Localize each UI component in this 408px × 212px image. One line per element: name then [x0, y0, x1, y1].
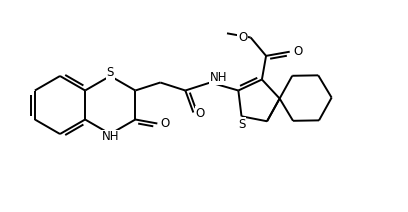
Text: NH: NH: [102, 131, 119, 144]
Text: O: O: [196, 107, 205, 120]
Text: S: S: [238, 118, 245, 131]
Text: O: O: [293, 45, 302, 58]
Text: S: S: [106, 67, 114, 80]
Text: O: O: [161, 117, 170, 130]
Text: NH: NH: [210, 71, 227, 84]
Text: O: O: [238, 31, 247, 44]
